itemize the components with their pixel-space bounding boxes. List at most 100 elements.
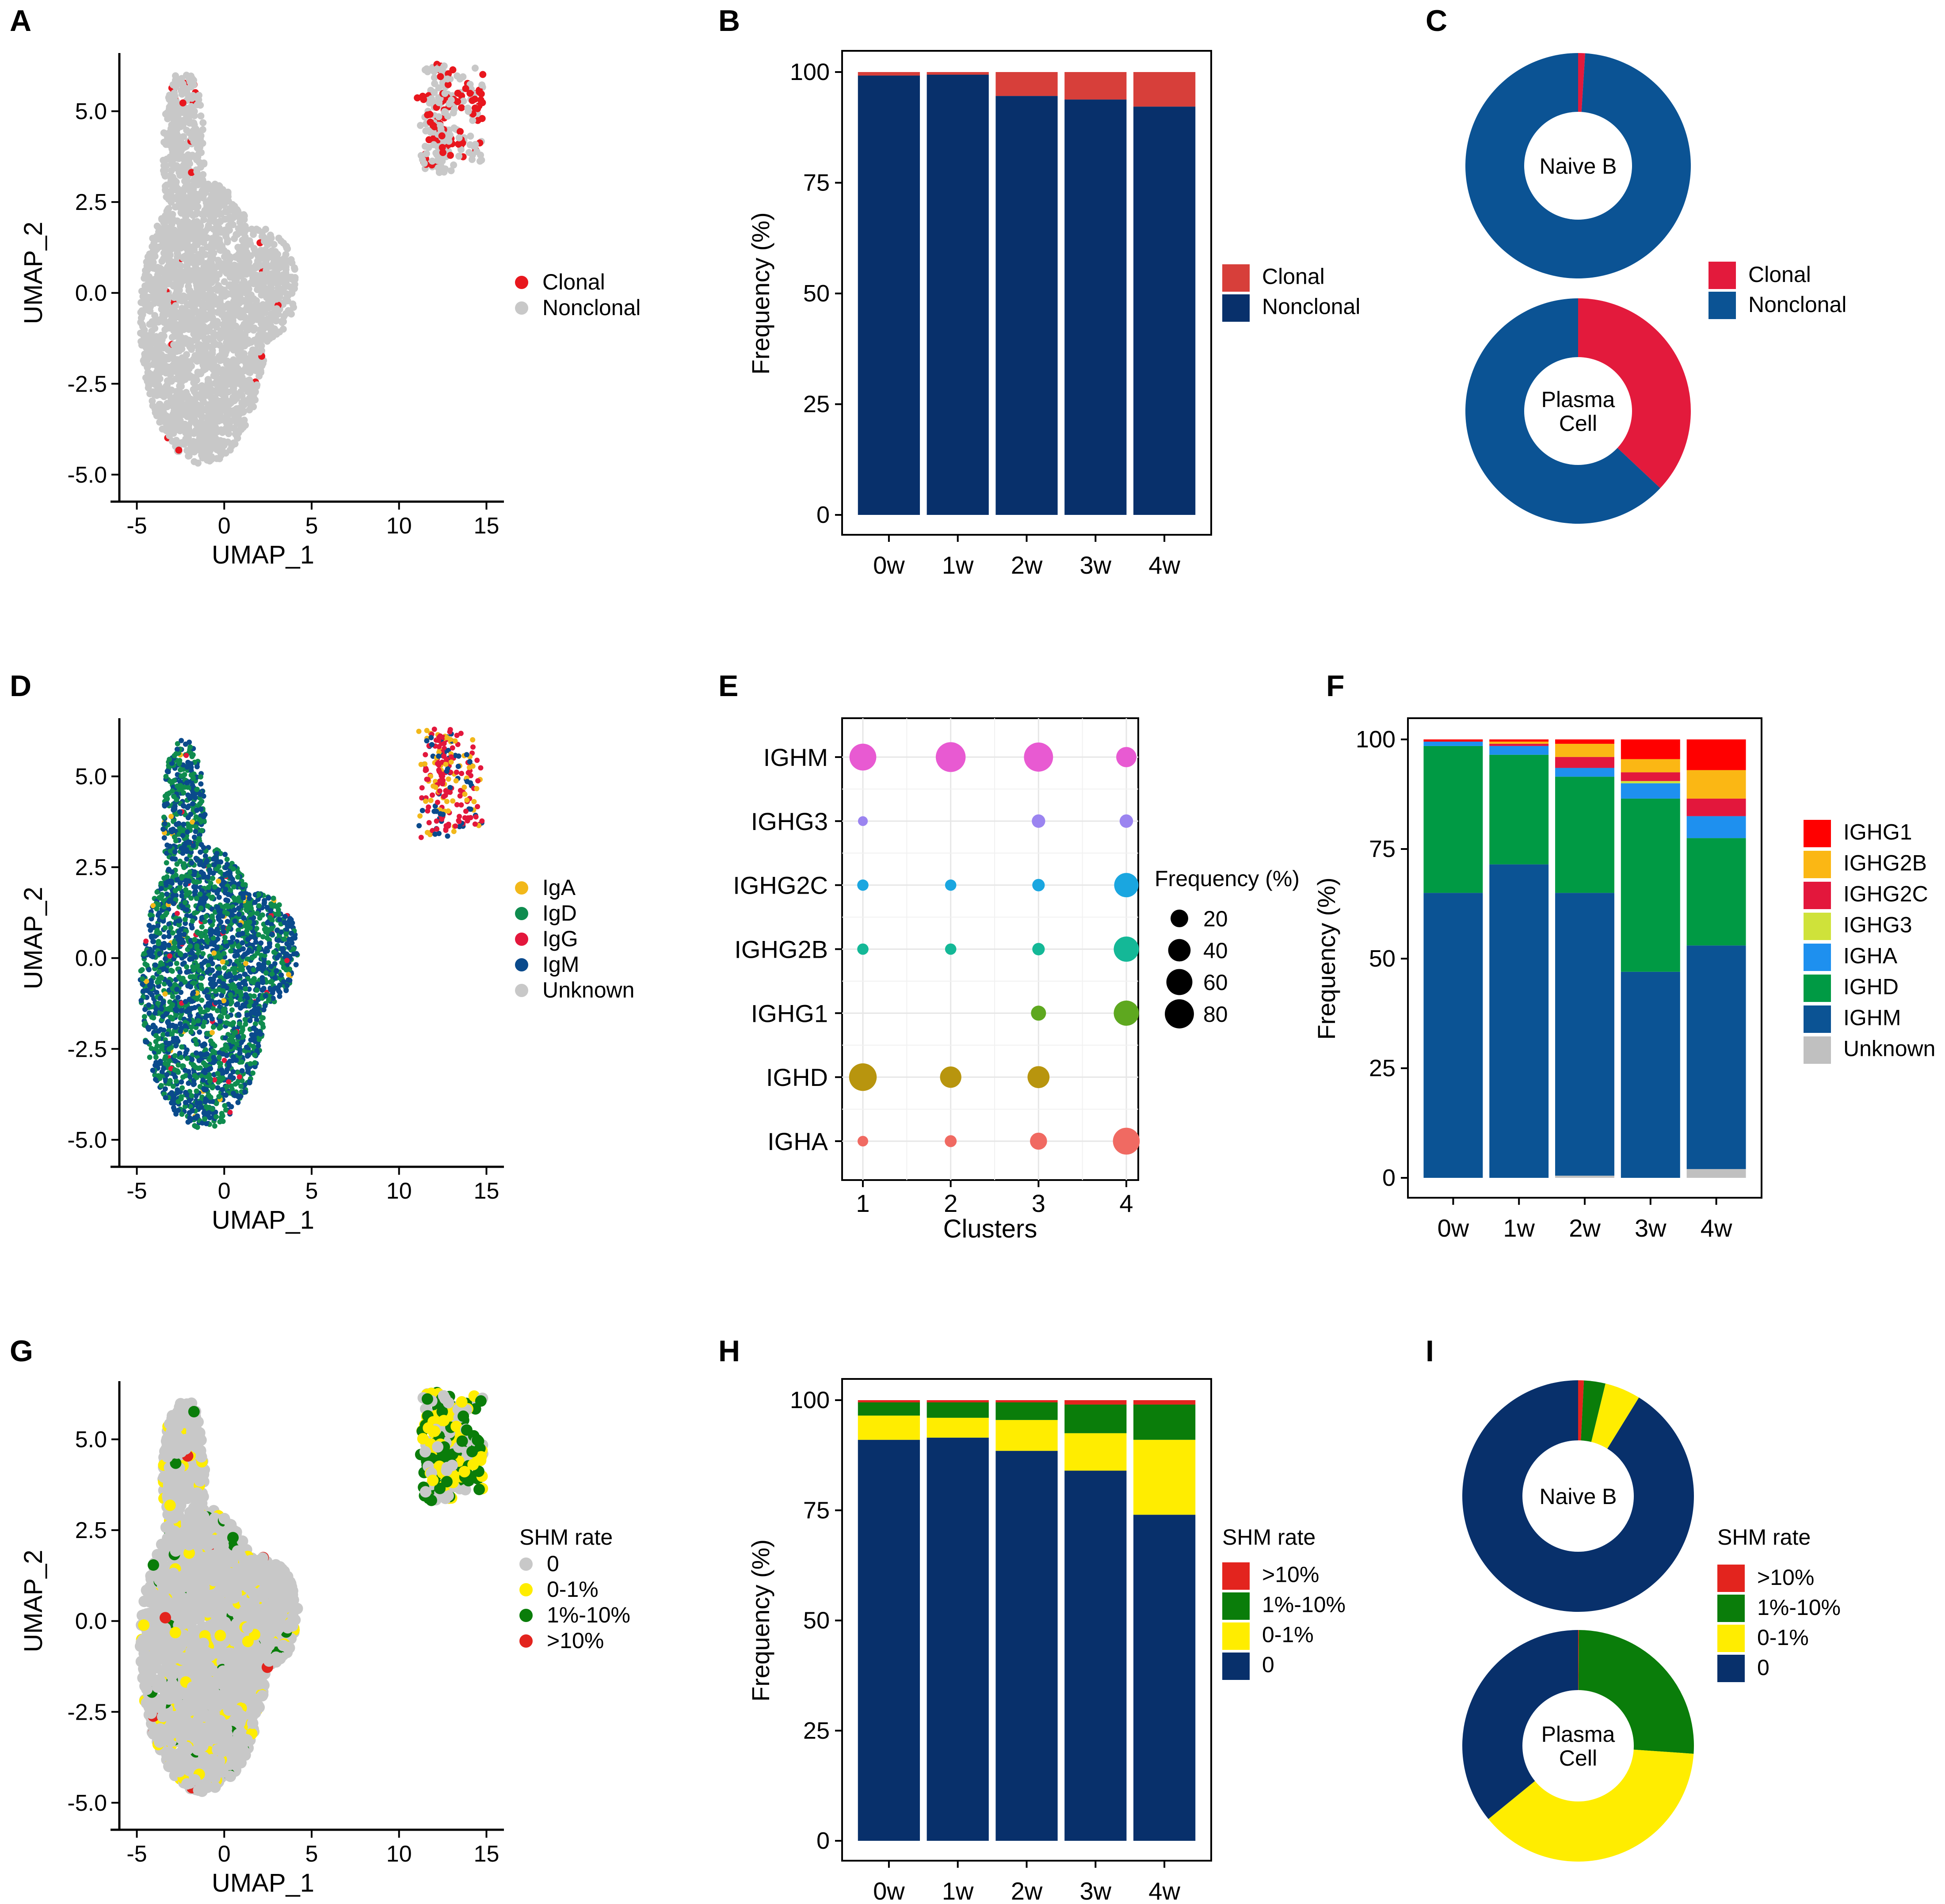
scatter-point [199,828,205,834]
legend-label: Clonal [542,270,605,294]
scatter-point [177,969,183,975]
scatter-point [202,960,207,965]
scatter-point [194,1115,199,1120]
scatter-point [218,350,225,358]
scatter-point [211,950,217,956]
panel-label-i: I [1426,1334,1434,1368]
scatter-point [478,81,486,89]
scatter-point [203,1062,209,1068]
scatter-point [235,952,240,958]
scatter-point [242,270,249,277]
panel-label-a: A [10,4,31,38]
x-tick-label: 15 [474,513,500,539]
y-axis-title: UMAP_2 [19,887,48,989]
scatter-point [172,280,179,288]
scatter-point [192,1005,198,1010]
scatter-point [191,179,198,187]
scatter-point [199,361,207,369]
scatter-point [151,325,159,332]
scatter-point [260,233,267,241]
scatter-point [153,1055,159,1060]
legend-swatch [515,301,528,315]
scatter-point [174,746,180,752]
scatter-point [288,274,295,281]
scatter-point [153,1039,159,1044]
scatter-point [258,311,265,318]
scatter-point [197,392,205,400]
scatter-point [273,903,278,909]
scatter-point [265,240,272,248]
scatter-point [203,392,211,399]
scatter-point [185,308,192,316]
scatter-point [146,1002,152,1008]
scatter-point [190,386,197,393]
scatter-point [180,218,187,226]
scatter-point [248,311,255,319]
scatter-point [154,279,162,287]
scatter-point [279,325,287,333]
scatter-point [268,901,274,907]
scatter-point [282,264,289,271]
scatter-point [167,114,175,121]
scatter-point [250,403,257,411]
scatter-point [183,320,191,328]
scatter-point [195,150,202,158]
scatter-point [137,308,145,316]
scatter-point [229,1007,235,1013]
scatter-point [228,442,236,449]
scatter-point [191,112,198,119]
scatter-point [285,923,290,929]
scatter-point [184,969,190,975]
scatter-point [160,308,168,316]
scatter-point [199,454,206,461]
scatter-point [212,218,220,226]
scatter-point [170,125,177,133]
scatter-point [255,253,262,260]
scatter-point [248,339,255,346]
scatter-point [177,273,185,281]
scatter-point [213,190,221,197]
scatter-point [168,438,176,445]
scatter-point [179,738,184,743]
scatter-point [197,370,205,377]
scatter-point [166,172,173,179]
scatter-point [178,367,186,375]
scatter-point [162,369,170,377]
scatter-point [160,1032,166,1038]
scatter-point [446,152,454,159]
scatter-point [445,137,453,145]
scatter-point [201,343,208,350]
scatter-point [458,104,465,111]
scatter-point [234,285,241,293]
scatter-point [197,1029,202,1035]
scatter-point [176,331,183,338]
scatter-point [202,1042,208,1047]
scatter-point [247,1018,253,1024]
scatter-point [161,218,169,226]
scatter-point [277,990,282,995]
scatter-point [145,273,153,280]
scatter-point [267,232,274,239]
scatter-point [216,407,223,414]
scatter-point [204,225,212,232]
panel-label-h: H [718,1334,740,1368]
scatter-point [283,931,289,937]
scatter-point [222,232,229,239]
scatter-point [282,251,290,258]
panel-label-f: F [1326,669,1345,703]
scatter-point [203,244,211,251]
scatter-point [276,911,282,917]
scatter-point [221,400,228,407]
scatter-point [271,325,278,333]
scatter-point [236,1013,242,1018]
scatter-point [263,318,271,326]
scatter-point [207,287,215,295]
scatter-point [166,91,173,99]
scatter-point [177,1021,183,1027]
x-tick-label: -5 [126,1178,147,1204]
scatter-point [469,151,476,159]
scatter-point [184,73,192,80]
scatter-point [163,1054,168,1059]
scatter-point [159,415,167,423]
scatter-point [183,741,188,747]
